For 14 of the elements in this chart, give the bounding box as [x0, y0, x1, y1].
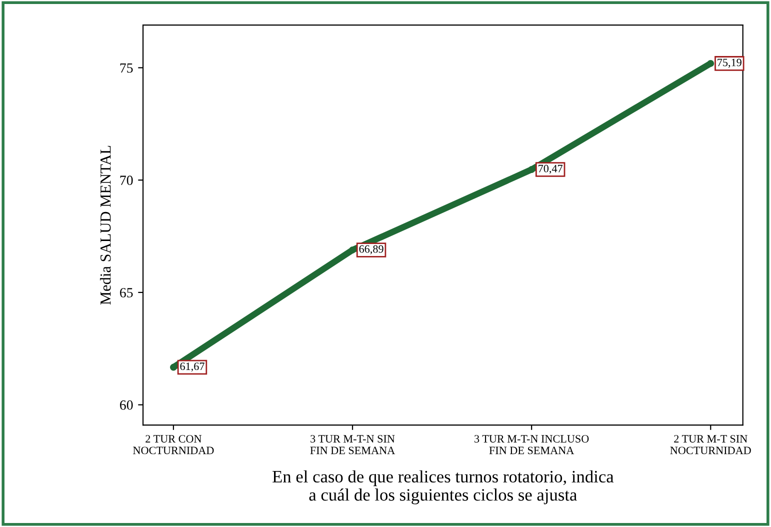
y-axis-title: Media SALUD MENTAL	[100, 146, 111, 305]
x-tick-label: 2 TUR CON NOCTURNIDAD	[133, 435, 214, 454]
y-tick-label: 65	[120, 288, 133, 298]
data-label: 70,47	[538, 164, 563, 174]
y-tick-label: 60	[120, 400, 133, 410]
data-label: 66,89	[359, 245, 384, 254]
data-label: 61,67	[180, 362, 204, 372]
x-tick-label: 2 TUR M-T SIN NOCTURNIDAD	[670, 435, 751, 454]
x-axis-title: En el caso de que realices turnos rotatorio, indica a cuál de los siguientes ciclos se ajusta	[272, 470, 614, 504]
y-tick-label: 75	[120, 63, 133, 73]
x-tick-label: 3 TUR M-T-N SIN FIN DE SEMANA	[310, 435, 396, 454]
y-tick-label: 70	[120, 176, 133, 186]
data-label: 75,19	[718, 58, 742, 68]
x-tick-label: 3 TUR M-T-N INCLUSO FIN DE SEMANA	[474, 435, 589, 454]
